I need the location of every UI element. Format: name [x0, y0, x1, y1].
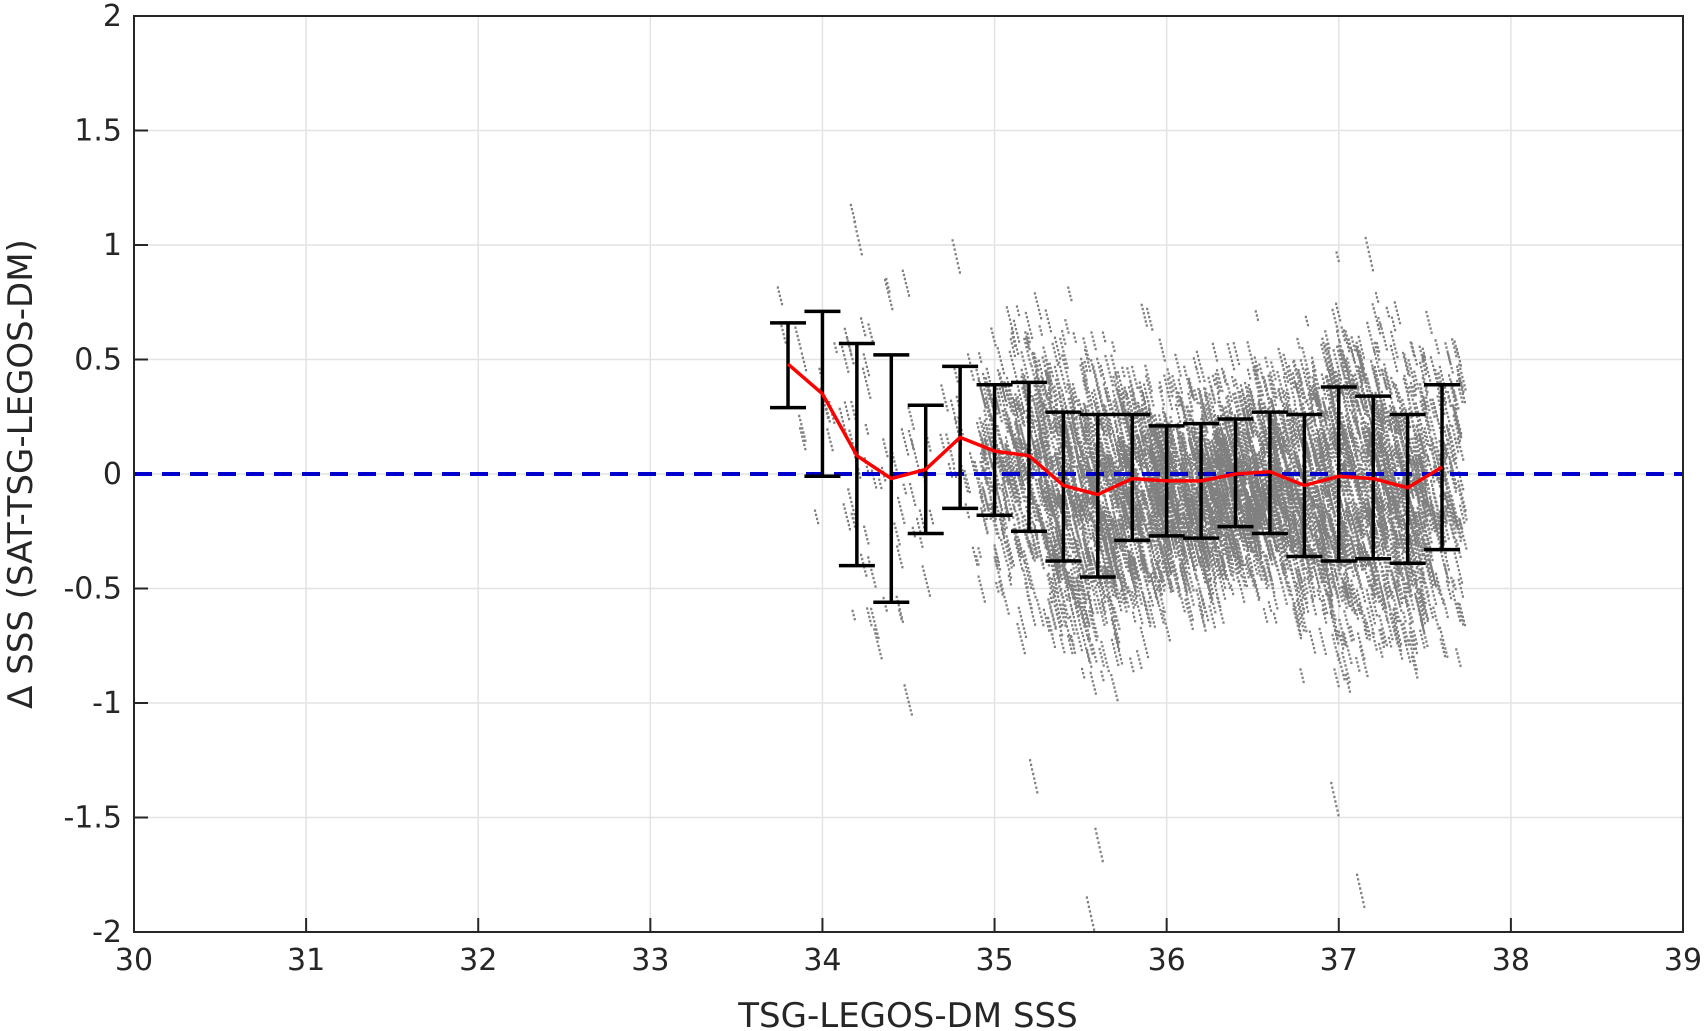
y-axis-label: Δ SSS (SAT-TSG-LEGOS-DM) [1, 239, 41, 709]
plot-frame [133, 15, 1684, 933]
y-tick-label: 1 [103, 228, 122, 263]
y-tick-label: -1 [92, 686, 122, 721]
x-tick-label: 39 [1664, 943, 1702, 978]
y-tick-label: 2 [103, 0, 122, 34]
y-tick-label: -2 [92, 915, 122, 950]
x-tick-label: 34 [803, 943, 841, 978]
error-bar [1424, 382, 1461, 552]
x-tick-labels: 30 31 32 33 34 35 36 37 38 39 [115, 943, 1702, 978]
y-tick-label: 0.5 [74, 343, 122, 378]
y-tick-label: -1.5 [63, 801, 122, 836]
y-tick-labels: 2 1.5 1 0.5 0 -0.5 -1 -1.5 -2 [63, 0, 122, 950]
x-tick-label: 33 [631, 943, 669, 978]
mean-line [786, 362, 1443, 497]
y-tick-label: 0 [103, 457, 122, 492]
x-tick-label: 36 [1148, 943, 1186, 978]
y-tick-label: -0.5 [63, 572, 122, 607]
x-tick-label: 31 [287, 943, 325, 978]
error-bar [1320, 385, 1357, 563]
y-tick-label: 1.5 [74, 114, 122, 149]
x-axis-label: TSG-LEGOS-DM SSS [737, 996, 1077, 1031]
x-tick-label: 32 [459, 943, 497, 978]
x-tick-label: 38 [1492, 943, 1530, 978]
x-tick-label: 30 [115, 943, 153, 978]
mean-line-path [786, 362, 1443, 497]
x-tick-label: 35 [975, 943, 1013, 978]
x-tick-label: 37 [1320, 943, 1358, 978]
